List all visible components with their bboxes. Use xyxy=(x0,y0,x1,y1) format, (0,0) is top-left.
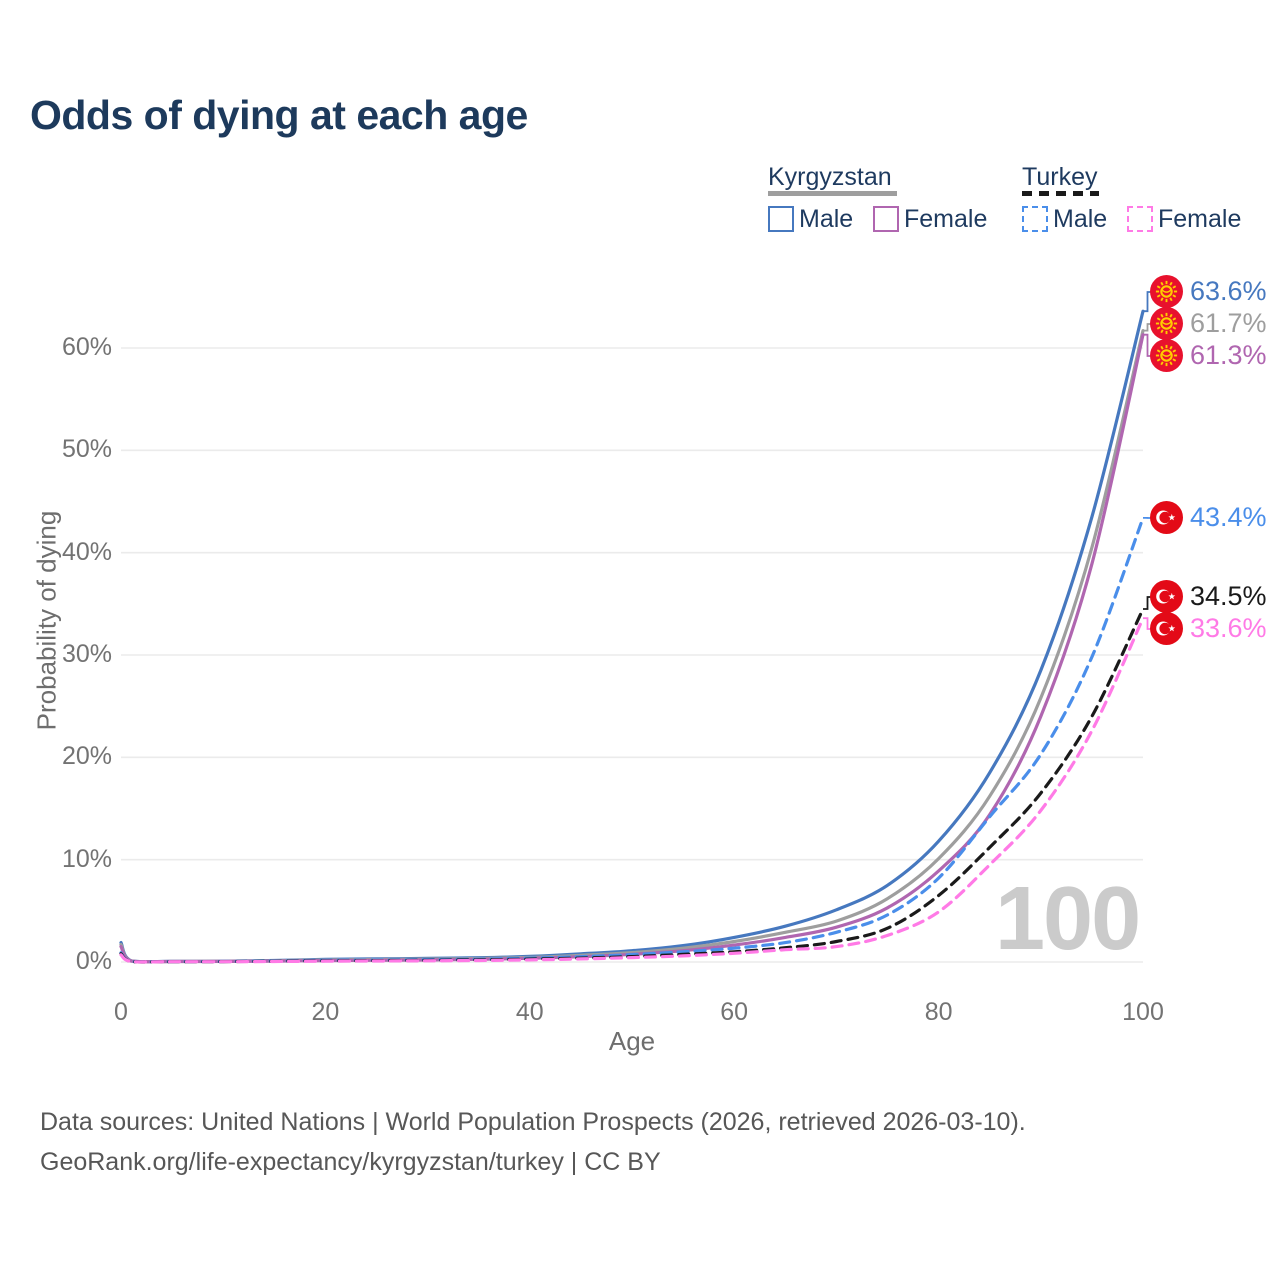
x-tick-0: 0 xyxy=(114,998,128,1026)
end-label-value: 33.6% xyxy=(1190,613,1267,643)
page-title: Odds of dying at each age xyxy=(30,92,528,138)
end-label-connector-kyrgyzstan-male xyxy=(1143,291,1152,313)
end-label-value: 61.3% xyxy=(1190,340,1267,370)
legend-label-turkey-male: Male xyxy=(1053,205,1108,233)
end-label-turkey-both-sexes: 34.5% xyxy=(1150,580,1267,613)
end-label-value: 61.7% xyxy=(1190,308,1267,338)
end-label-value: 34.5% xyxy=(1190,581,1267,611)
end-label-connector-kyrgyzstan-female xyxy=(1143,333,1152,357)
series-line-turkey-female xyxy=(119,616,1145,964)
end-label-kyrgyzstan-male: 63.6% xyxy=(1150,275,1267,308)
series-line-kyrgyzstan-both-sexes xyxy=(119,329,1145,964)
kyrgyzstan-flag-icon xyxy=(1150,339,1183,372)
footer-attribution: GeoRank.org/life-expectancy/kyrgyzstan/t… xyxy=(40,1148,661,1176)
turkey-flag-icon xyxy=(1150,612,1183,645)
x-tick-40: 40 xyxy=(515,998,544,1026)
y-tick-10: 10% xyxy=(61,844,112,873)
legend-underline-turkey xyxy=(1022,191,1099,196)
legend-label-kyrgyzstan-male: Male xyxy=(799,205,854,233)
series-line-kyrgyzstan-female xyxy=(119,333,1145,964)
legend-label-turkey-female: Female xyxy=(1158,205,1242,233)
legend-group-kyrgyzstan: Kyrgyzstan xyxy=(768,163,892,191)
legend-swatch-kyrgyzstan-female xyxy=(873,206,899,232)
x-tick-80: 80 xyxy=(924,998,953,1026)
y-tick-20: 20% xyxy=(61,742,112,771)
x-tick-20: 20 xyxy=(311,998,340,1026)
y-tick-40: 40% xyxy=(61,537,112,566)
y-tick-0: 0% xyxy=(75,947,112,975)
end-label-turkey-female: 33.6% xyxy=(1150,612,1267,645)
y-tick-50: 50% xyxy=(61,435,112,464)
series-line-turkey-both-sexes xyxy=(119,607,1145,964)
legend-swatch-turkey-female xyxy=(1127,206,1153,232)
legend-swatch-turkey-male xyxy=(1022,206,1048,232)
footer-data-sources: Data sources: United Nations | World Pop… xyxy=(40,1108,1026,1136)
y-tick-60: 60% xyxy=(61,333,112,361)
turkey-flag-icon xyxy=(1150,501,1183,534)
end-label-kyrgyzstan-both-sexes: 61.7% xyxy=(1150,307,1267,340)
end-label-connector-turkey-both-sexes xyxy=(1143,596,1152,610)
end-label-value: 43.4% xyxy=(1190,502,1267,532)
x-tick-100: 100 xyxy=(1122,998,1164,1026)
end-label-kyrgyzstan-female: 61.3% xyxy=(1150,339,1267,372)
series-line-kyrgyzstan-male xyxy=(119,309,1145,964)
end-label-connector-kyrgyzstan-both-sexes xyxy=(1143,323,1152,332)
age-100-watermark: 100 xyxy=(995,869,1141,969)
series-line-turkey-male xyxy=(119,516,1145,964)
kyrgyzstan-flag-icon xyxy=(1150,275,1183,308)
end-label-value: 63.6% xyxy=(1190,276,1267,306)
end-label-turkey-male: 43.4% xyxy=(1150,501,1267,534)
turkey-flag-icon xyxy=(1150,580,1183,613)
y-tick-30: 30% xyxy=(61,640,112,668)
legend-group-turkey: Turkey xyxy=(1022,163,1098,191)
legend-label-kyrgyzstan-female: Female xyxy=(904,205,988,233)
legend-swatch-kyrgyzstan-male xyxy=(768,206,794,232)
end-label-connector-turkey-female xyxy=(1143,617,1152,630)
kyrgyzstan-flag-icon xyxy=(1150,307,1183,340)
x-tick-60: 60 xyxy=(720,998,749,1026)
y-axis-title: Probability of dying xyxy=(31,510,62,731)
legend-underline-kyrgyzstan xyxy=(768,191,897,196)
x-axis-title: Age xyxy=(608,1026,656,1056)
